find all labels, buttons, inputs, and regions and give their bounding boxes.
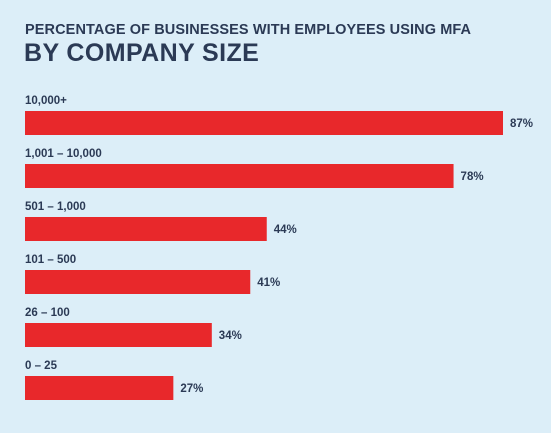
bar <box>25 217 267 241</box>
value-label: 27% <box>180 383 203 395</box>
category-label: 501 – 1,000 <box>25 201 86 213</box>
value-label: 87% <box>510 118 533 130</box>
bar <box>25 111 503 135</box>
category-label: 0 – 25 <box>25 360 58 372</box>
bar <box>25 164 454 188</box>
bar <box>25 376 174 400</box>
bar <box>25 323 212 347</box>
category-label: 101 – 500 <box>25 254 76 266</box>
category-label: 10,000+ <box>25 95 67 107</box>
category-label: 26 – 100 <box>25 307 70 319</box>
chart-title: BY COMPANY SIZE <box>24 39 260 67</box>
value-label: 41% <box>257 277 280 289</box>
value-label: 78% <box>461 171 484 183</box>
category-label: 1,001 – 10,000 <box>25 148 102 160</box>
bar <box>25 270 251 294</box>
value-label: 34% <box>219 330 242 342</box>
value-label: 44% <box>274 224 297 236</box>
chart-subtitle: PERCENTAGE OF BUSINESSES WITH EMPLOYEES … <box>25 22 472 38</box>
